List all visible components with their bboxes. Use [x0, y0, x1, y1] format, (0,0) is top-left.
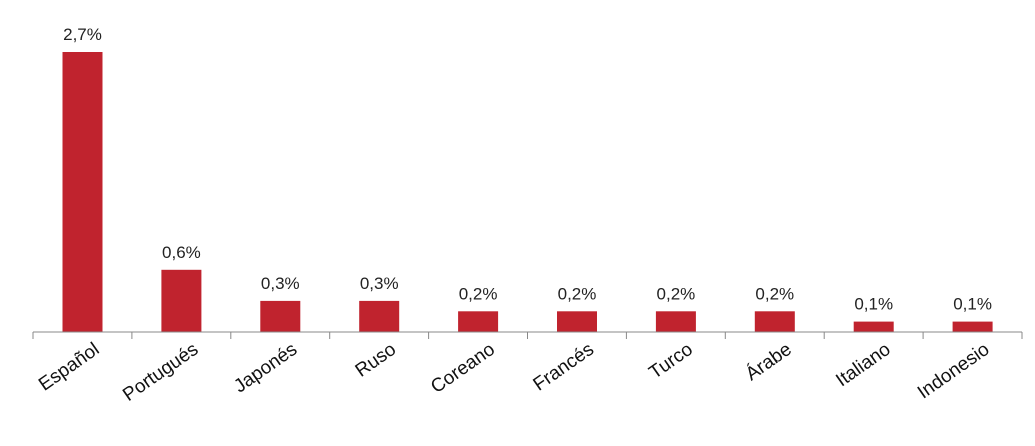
data-label-7: 0,2%	[755, 284, 794, 303]
bar-3	[359, 300, 400, 332]
bar-1	[161, 269, 202, 332]
bar-7	[754, 311, 795, 332]
bar-5	[557, 311, 597, 332]
data-label-5: 0,2%	[558, 284, 597, 303]
bar-8	[853, 321, 894, 332]
bar-0	[62, 52, 103, 332]
bar-2	[260, 300, 301, 332]
x-axis	[32, 331, 1023, 339]
data-label-0: 2,7%	[63, 25, 102, 44]
x-tick-label-9: Indonesio	[914, 339, 994, 403]
data-label-8: 0,1%	[854, 295, 893, 314]
x-tick-label-5: Francés	[530, 339, 598, 396]
data-label-1: 0,6%	[162, 243, 201, 262]
x-tick-label-4: Coreano	[427, 339, 499, 398]
x-tick-label-8: Italiano	[832, 339, 894, 391]
data-label-4: 0,2%	[459, 284, 498, 303]
x-tick-label-7: Árabe	[742, 339, 796, 385]
data-label-6: 0,2%	[657, 284, 696, 303]
bar-6	[655, 311, 696, 332]
data-label-9: 0,1%	[953, 295, 992, 314]
bars-group	[62, 52, 993, 332]
data-labels-group: 2,7% 0,6% 0,3% 0,3% 0,2% 0,2% 0,2% 0,2% 0,1% 0,1%	[63, 25, 992, 314]
data-label-3: 0,3%	[360, 274, 399, 293]
bar-4	[458, 311, 499, 332]
data-label-2: 0,3%	[261, 274, 300, 293]
x-tick-label-6: Turco	[646, 339, 697, 384]
x-tick-label-3: Ruso	[352, 339, 400, 382]
x-tick-label-1: Portugués	[119, 339, 202, 406]
tick-labels-group: Español Portugués Japonés Ruso Coreano Francé…	[35, 339, 993, 406]
bar-9	[952, 321, 993, 332]
x-tick-label-0: Español	[35, 339, 103, 396]
x-tick-label-2: Japonés	[230, 339, 301, 397]
